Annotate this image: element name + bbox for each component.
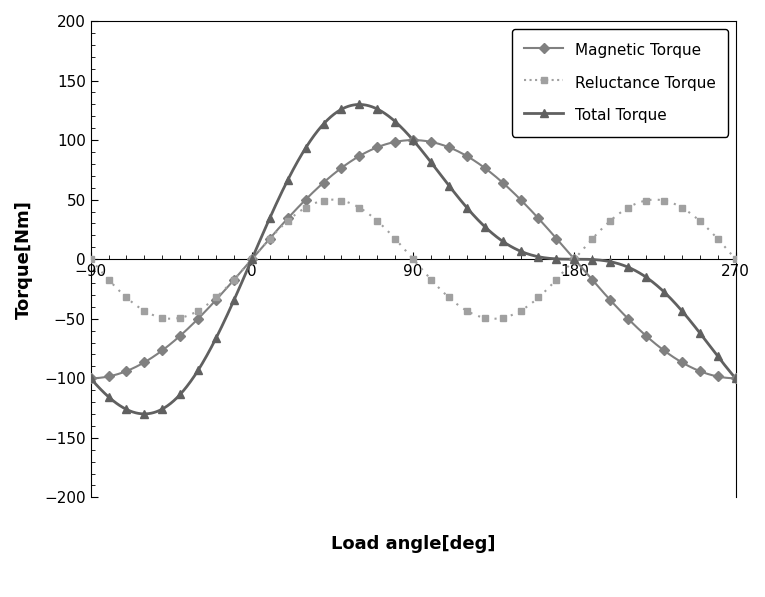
Legend: Magnetic Torque, Reluctance Torque, Total Torque: Magnetic Torque, Reluctance Torque, Tota… <box>513 29 728 137</box>
Y-axis label: Torque[Nm]: Torque[Nm] <box>15 200 33 319</box>
X-axis label: Load angle[deg]: Load angle[deg] <box>330 536 495 553</box>
